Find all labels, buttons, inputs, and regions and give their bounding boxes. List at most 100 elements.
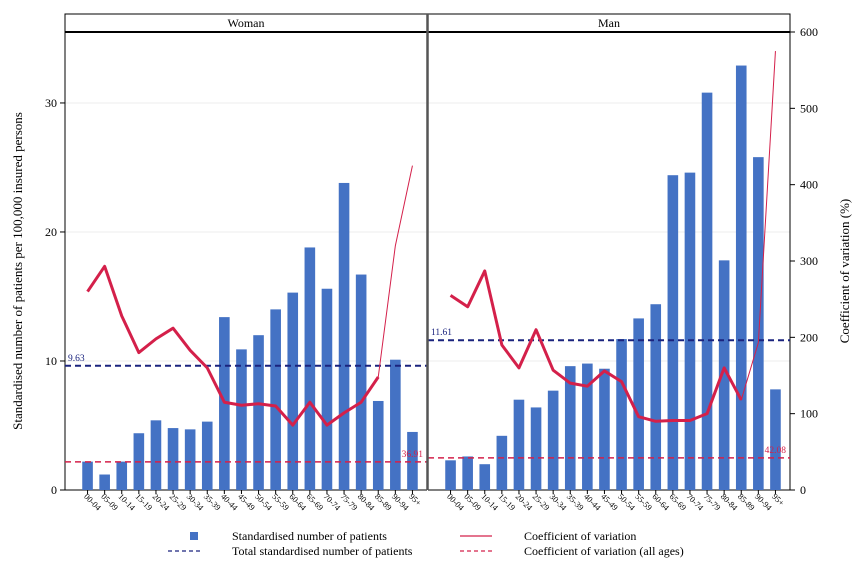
x-tick-label: 40-44 (582, 491, 604, 513)
bar-man-45-49 (599, 368, 610, 490)
bar-man-50-54 (616, 339, 627, 490)
bar-woman-70-74 (321, 288, 333, 490)
x-tick-label: 05-09 (99, 491, 120, 512)
bar-man-15-19 (496, 435, 508, 490)
x-tick-label: 55-59 (633, 491, 654, 512)
x-tick-label: 05-09 (462, 491, 483, 512)
bar-woman-10-14 (116, 461, 128, 490)
x-tick-label: 40-44 (219, 491, 241, 513)
left-tick-label: 30 (45, 96, 57, 110)
right-axis-label: Coefficient of variation (%) (837, 199, 852, 344)
cv-all-label: 36.91 (402, 450, 424, 460)
x-tick-label: 60-64 (650, 491, 672, 513)
right-tick-label: 200 (800, 330, 818, 344)
x-tick-label: 50-54 (253, 491, 275, 513)
cv-line-tail-woman (360, 165, 413, 403)
bar-man-35-39 (564, 366, 576, 490)
left-tick-label: 0 (51, 483, 57, 497)
bar-man-75-79 (701, 92, 713, 490)
x-tick-label: 90-94 (753, 491, 775, 513)
x-tick-label: 85-89 (373, 491, 394, 512)
x-tick-label: 70-74 (685, 491, 707, 513)
x-tick-label: 20-24 (514, 491, 536, 513)
right-tick-label: 600 (800, 25, 818, 39)
bar-woman-50-54 (253, 335, 264, 490)
bar-man-85-89 (735, 65, 747, 490)
bar-woman-35-39 (201, 421, 213, 490)
bar-woman-55-59 (270, 309, 281, 490)
bar-man-60-64 (650, 304, 662, 490)
x-tick-label: 20-24 (151, 491, 173, 513)
x-tick-label: 35-39 (202, 491, 223, 512)
right-tick-label: 300 (800, 254, 818, 268)
x-tick-label: 30-34 (185, 491, 207, 513)
x-tick-label: 10-14 (479, 491, 501, 513)
bar-man-25-29 (530, 407, 542, 490)
left-axis-label: Standardised number of patients per 100,… (10, 112, 25, 430)
bar-woman-45-49 (236, 349, 247, 490)
legend-label: Coefficient of variation (524, 529, 636, 543)
bar-man-90-94 (753, 157, 764, 490)
x-tick-label: 25-29 (531, 491, 552, 512)
bar-woman-60-64 (287, 292, 299, 490)
x-tick-label: 60-64 (287, 491, 309, 513)
x-tick-label: 10-14 (116, 491, 138, 513)
bar-woman-25-29 (167, 428, 179, 490)
bar-woman-75-79 (338, 182, 350, 490)
bar-woman-30-34 (184, 429, 196, 490)
x-tick-label: 25-29 (168, 491, 189, 512)
x-tick-label: 65-69 (667, 491, 688, 512)
bar-woman-95+ (407, 431, 418, 490)
right-tick-label: 0 (800, 483, 806, 497)
x-tick-label: 90-94 (390, 491, 412, 513)
cv-line-woman (86, 264, 380, 427)
legend-label: Total standardised number of patients (232, 544, 413, 558)
x-tick-label: 80-84 (719, 491, 741, 513)
x-tick-label: 45-49 (236, 491, 257, 512)
bar-man-95+ (770, 389, 781, 490)
bar-woman-20-24 (150, 420, 162, 490)
cv-line-tail-man (723, 51, 776, 401)
panel-title: Woman (227, 16, 264, 30)
x-tick-label: 15-19 (496, 491, 517, 512)
bar-man-00-04 (445, 460, 456, 490)
x-tick-label: 75-79 (339, 491, 360, 512)
bar-man-30-34 (547, 390, 559, 490)
x-tick-label: 35-39 (565, 491, 586, 512)
bar-man-10-14 (479, 464, 491, 490)
x-tick-label: 30-34 (548, 491, 570, 513)
left-tick-label: 10 (45, 354, 57, 368)
bar-woman-80-84 (355, 274, 367, 490)
panel-title: Man (598, 16, 620, 30)
bar-woman-00-04 (82, 461, 93, 490)
x-tick-label: 75-79 (702, 491, 723, 512)
bar-woman-90-94 (390, 359, 401, 490)
bar-man-20-24 (513, 399, 525, 490)
bar-man-65-69 (667, 175, 679, 490)
left-tick-label: 20 (45, 225, 57, 239)
right-tick-label: 500 (800, 101, 818, 115)
x-tick-label: 85-89 (736, 491, 757, 512)
x-tick-label: 00-04 (82, 491, 104, 513)
cv-line-man (449, 269, 743, 423)
x-tick-label: 80-84 (356, 491, 378, 513)
bar-man-55-59 (633, 318, 644, 490)
bar-man-40-44 (582, 363, 593, 490)
legend-label: Coefficient of variation (all ages) (524, 544, 684, 558)
bar-man-70-74 (684, 172, 696, 490)
x-tick-label: 50-54 (616, 491, 638, 513)
cv-all-label: 42.08 (765, 446, 787, 456)
right-tick-label: 100 (800, 407, 818, 421)
legend-label: Standardised number of patients (232, 529, 387, 543)
x-tick-label: 45-49 (599, 491, 620, 512)
bar-woman-85-89 (372, 400, 384, 490)
bar-woman-65-69 (304, 247, 316, 490)
x-tick-label: 65-69 (304, 491, 325, 512)
right-tick-label: 400 (800, 178, 818, 192)
legend-swatch-bar (190, 532, 198, 540)
total-label: 9.63 (68, 354, 85, 364)
bar-woman-05-09 (99, 474, 110, 490)
x-tick-label: 00-04 (445, 491, 467, 513)
